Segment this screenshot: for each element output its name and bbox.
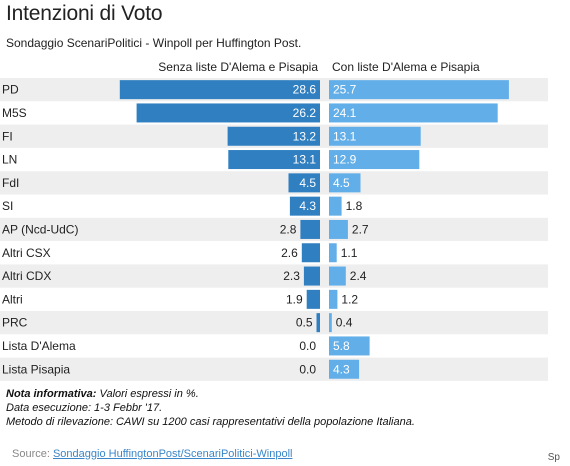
bar-left <box>119 80 320 100</box>
category-label: SI <box>2 199 13 213</box>
bar-left-value: 2.8 <box>280 222 297 236</box>
bar-left-value: 0.0 <box>299 339 316 353</box>
bar-left-value: 0.0 <box>299 362 316 376</box>
bar-left <box>301 243 320 263</box>
bar-right-value: 25.7 <box>333 83 357 97</box>
series-header-right: Con liste D'Alema e Pisapia <box>332 60 480 74</box>
bar-right-value: 2.7 <box>352 222 369 236</box>
bar-right <box>329 243 337 263</box>
bar-right <box>329 150 420 170</box>
credit-text: Sp <box>547 452 560 463</box>
row-band <box>0 217 548 242</box>
bar-right-value: 24.1 <box>333 106 357 120</box>
row-band <box>0 171 548 195</box>
category-label: FdI <box>2 176 19 190</box>
note-label: Nota informativa: <box>6 388 97 400</box>
note-line-1: Nota informativa: Valori espressi in %. <box>6 387 415 401</box>
bar-left <box>136 103 320 123</box>
category-label: Altri <box>2 292 23 306</box>
bar-left <box>227 126 320 146</box>
bar-left <box>289 196 320 216</box>
bar-right-value: 1.2 <box>341 292 358 306</box>
bar-right-value: 13.1 <box>333 129 357 143</box>
bar-right <box>329 359 360 379</box>
bar-left <box>303 266 320 286</box>
bar-right <box>329 336 370 356</box>
bar-right-value: 5.8 <box>333 339 350 353</box>
category-label: Altri CSX <box>2 246 51 260</box>
category-label: PD <box>2 83 19 97</box>
category-label: Lista D'Alema <box>2 339 76 353</box>
bar-right <box>329 196 342 216</box>
bar-left-value: 28.6 <box>293 83 317 97</box>
bar-left-value: 0.5 <box>296 316 313 330</box>
note-line-3: Metodo di rilevazione: CAWI su 1200 casi… <box>6 416 415 428</box>
category-label: LN <box>2 153 17 167</box>
bar-right-value: 1.8 <box>346 199 363 213</box>
bar-right <box>329 266 346 286</box>
row-band <box>0 357 548 381</box>
bar-right-value: 12.9 <box>333 153 357 167</box>
category-label: PRC <box>2 316 28 330</box>
category-label: Lista Pisapia <box>2 362 70 376</box>
chart-subtitle: Sondaggio ScenariPolitici - Winpoll per … <box>6 36 302 50</box>
bar-left-value: 2.6 <box>281 246 298 260</box>
bar-left <box>306 289 320 309</box>
bar-left-value: 4.3 <box>299 199 316 213</box>
bar-right-value: 1.1 <box>341 246 358 260</box>
bar-right <box>329 173 361 193</box>
source-line: Source: Sondaggio HuffingtonPost/Scenari… <box>12 448 292 460</box>
bar-left-value: 26.2 <box>293 106 317 120</box>
note-text: Valori espressi in %. <box>96 388 199 400</box>
notes-block: Nota informativa: Valori espressi in %. … <box>6 387 415 429</box>
row-band <box>0 311 548 335</box>
bar-left-value: 13.1 <box>293 153 317 167</box>
bar-right <box>329 289 338 309</box>
bar-left <box>228 150 320 170</box>
bar-left <box>300 219 320 239</box>
category-label: AP (Ncd-UdC) <box>2 222 78 236</box>
bar-right <box>329 313 332 333</box>
bar-right-value: 4.3 <box>333 362 350 376</box>
chart-title: Intenzioni di Voto <box>6 2 163 25</box>
source-label: Source: <box>12 448 53 460</box>
series-header-left: Senza liste D'Alema e Pisapia <box>158 60 318 74</box>
bar-left <box>316 313 320 333</box>
source-link[interactable]: Sondaggio HuffingtonPost/ScenariPolitici… <box>52 448 293 460</box>
bar-left-value: 13.2 <box>293 129 317 143</box>
bar-right-value: 4.5 <box>333 176 350 190</box>
bar-right-value: 0.4 <box>336 316 353 330</box>
bar-right-value: 2.4 <box>350 269 367 283</box>
diverging-bar-chart: Senza liste D'Alema e Pisapia Con liste D… <box>0 60 548 381</box>
note-line-2: Data esecuzione: 1-3 Febbr '17. <box>6 402 163 414</box>
category-label: Altri CDX <box>2 269 51 283</box>
bar-right <box>329 219 348 239</box>
bar-left-value: 4.5 <box>299 176 316 190</box>
bar-left-value: 1.9 <box>286 292 303 306</box>
bar-right <box>329 80 509 100</box>
bar-right <box>329 126 421 146</box>
bar-left <box>288 173 320 193</box>
category-label: M5S <box>2 106 27 120</box>
bar-right <box>329 103 498 123</box>
bar-left-value: 2.3 <box>283 269 300 283</box>
category-label: FI <box>2 129 13 143</box>
row-band <box>0 264 548 288</box>
